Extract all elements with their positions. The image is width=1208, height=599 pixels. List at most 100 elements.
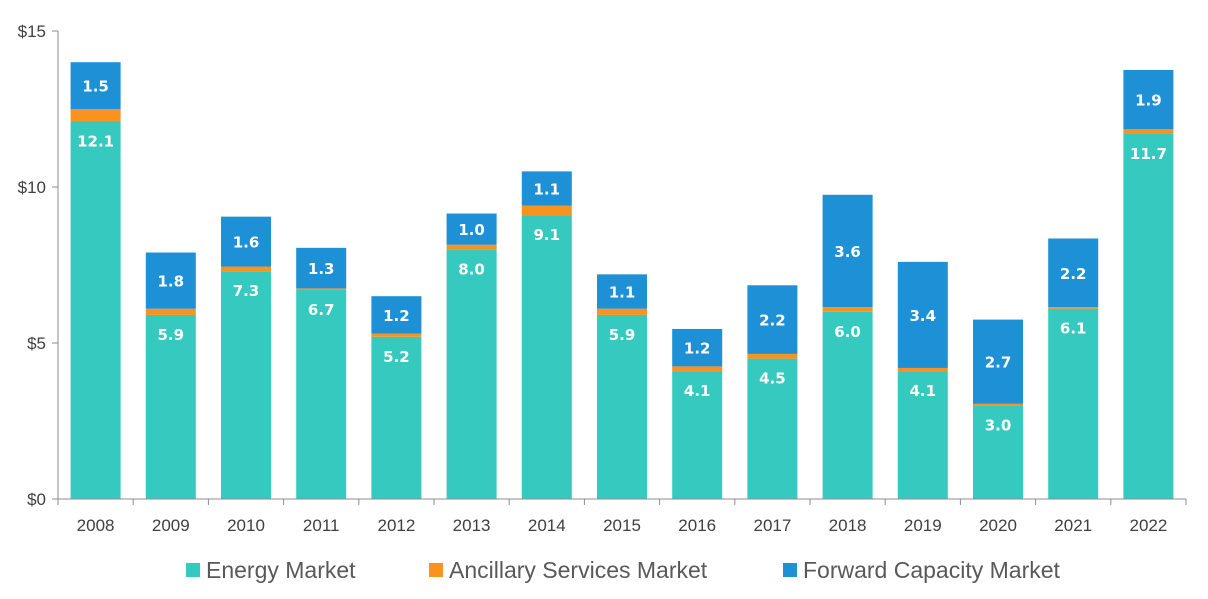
bar-segment-forward-capacity-market <box>446 213 497 245</box>
data-label: 4.5 <box>759 370 786 388</box>
data-label: 1.2 <box>383 307 410 325</box>
x-tick-label: 2010 <box>227 516 265 535</box>
data-labels: 12.1 1.5 5.9 1.8 7.3 1.6 6.7 1.3 5.2 1.2 8.0 1.0 9.1… <box>77 78 1167 435</box>
data-label: 1.2 <box>684 340 711 358</box>
y-tick-label: $15 <box>18 22 46 41</box>
data-label: 6.7 <box>308 301 335 319</box>
data-label: 2.7 <box>985 354 1012 372</box>
x-tick-label: 2021 <box>1054 516 1092 535</box>
legend-label-ancillary-services-market: Ancillary Services Market <box>449 556 708 583</box>
bar-segment-forward-capacity-market <box>70 62 121 109</box>
x-tick-label: 2016 <box>678 516 716 535</box>
y-tick-label: $0 <box>27 490 46 509</box>
data-label: 5.2 <box>383 348 410 366</box>
x-tick-label: 2008 <box>77 516 115 535</box>
data-label: 2.2 <box>759 312 786 330</box>
legend-label-energy-market: Energy Market <box>206 556 356 583</box>
y-tick-label: $5 <box>27 334 46 353</box>
bar-segment-forward-capacity-market <box>371 296 422 334</box>
bar-segment-energy-market <box>70 121 121 499</box>
legend-swatch-forward-capacity-market <box>783 563 797 577</box>
x-tick-label: 2011 <box>303 516 340 535</box>
data-label: 5.9 <box>609 326 636 344</box>
bar-segment-ancillary-services-market <box>221 266 271 272</box>
bar-segment-forward-capacity-market <box>672 328 723 367</box>
x-tick-label: 2017 <box>753 516 791 535</box>
x-axis: 2008 2009 2010 2011 2012 2013 2014 2015 2016 2017… <box>57 498 1187 535</box>
bar-segment-ancillary-services-market <box>822 307 873 312</box>
data-label: 12.1 <box>77 132 114 150</box>
legend-swatch-energy-market <box>186 563 200 577</box>
data-label: 4.1 <box>684 382 711 400</box>
bar-segment-forward-capacity-market <box>897 261 948 368</box>
bar-segment-ancillary-services-market <box>1123 129 1174 134</box>
data-label: 7.3 <box>233 282 260 300</box>
x-tick-label: 2018 <box>829 516 867 535</box>
bar-segment-ancillary-services-market <box>296 288 347 290</box>
data-label: 3.0 <box>985 416 1012 434</box>
data-label: 6.1 <box>1060 320 1087 338</box>
bar-segment-energy-market <box>897 371 948 499</box>
bar-segment-forward-capacity-market <box>521 171 572 206</box>
bar-segment-ancillary-services-market <box>371 333 422 337</box>
bar-segment-energy-market <box>296 289 347 499</box>
bar-segment-energy-market <box>521 215 572 499</box>
bar-segment-ancillary-services-market <box>1048 307 1099 309</box>
bar-segment-ancillary-services-market <box>897 367 948 372</box>
data-label: 2.2 <box>1060 265 1087 283</box>
bar-segment-ancillary-services-market <box>521 205 572 216</box>
bar-segment-energy-market <box>822 311 873 499</box>
bars <box>70 62 1174 499</box>
legend-item-forward-capacity-market: Forward Capacity Market <box>783 553 1060 587</box>
legend-item-ancillary-services-market: Ancillary Services Market <box>429 553 707 587</box>
bar-segment-forward-capacity-market <box>145 252 196 309</box>
bar-segment-energy-market <box>747 358 798 499</box>
legend-label-forward-capacity-market: Forward Capacity Market <box>803 556 1060 583</box>
legend-swatch-ancillary-services-market <box>429 563 443 577</box>
data-label: 3.4 <box>910 307 937 325</box>
data-label: 8.0 <box>458 260 485 278</box>
bar-segment-energy-market <box>371 336 422 499</box>
legend: Energy Market Ancillary Services Market … <box>0 553 1208 587</box>
data-label: 1.1 <box>534 181 561 199</box>
x-tick-label: 2020 <box>979 516 1017 535</box>
data-label: 1.6 <box>233 234 260 252</box>
data-label: 4.1 <box>910 382 937 400</box>
bar-segment-energy-market <box>221 271 271 499</box>
data-label: 9.1 <box>534 226 561 244</box>
data-label: 5.9 <box>158 326 185 344</box>
bar-segment-forward-capacity-market <box>822 194 873 308</box>
bar-segment-forward-capacity-market <box>221 216 271 267</box>
y-tick-label: $10 <box>18 178 46 197</box>
data-label: 1.9 <box>1135 92 1162 110</box>
x-tick-label: 2022 <box>1129 516 1167 535</box>
data-label: 1.5 <box>82 78 109 96</box>
bar-segment-energy-market <box>672 371 723 499</box>
data-label: 1.3 <box>308 260 335 278</box>
bar-segment-energy-market <box>597 314 647 499</box>
bar-segment-energy-market <box>145 314 196 499</box>
bar-segment-ancillary-services-market <box>973 403 1023 406</box>
bar-segment-energy-market <box>446 249 497 499</box>
data-label: 1.0 <box>458 221 485 239</box>
bar-segment-ancillary-services-market <box>70 109 121 122</box>
data-label: 6.0 <box>834 323 861 341</box>
x-tick-label: 2013 <box>453 516 491 535</box>
bar-segment-ancillary-services-market <box>145 308 196 315</box>
bar-segment-ancillary-services-market <box>446 244 497 250</box>
bar-segment-ancillary-services-market <box>672 366 723 372</box>
bar-segment-forward-capacity-market <box>1123 70 1174 130</box>
bar-segment-ancillary-services-market <box>597 308 647 315</box>
bar-segment-forward-capacity-market <box>973 319 1023 404</box>
x-tick-label: 2012 <box>377 516 415 535</box>
bar-segment-forward-capacity-market <box>747 285 798 354</box>
bar-segment-energy-market <box>1048 308 1099 499</box>
bar-segment-forward-capacity-market <box>597 274 647 309</box>
bar-segment-ancillary-services-market <box>747 353 798 359</box>
bar-segment-energy-market <box>973 405 1023 499</box>
x-tick-label: 2009 <box>152 516 190 535</box>
bar-segment-forward-capacity-market <box>1048 238 1099 308</box>
y-axis: $0 $5 $10 $15 <box>18 22 59 509</box>
data-label: 1.1 <box>609 284 636 302</box>
